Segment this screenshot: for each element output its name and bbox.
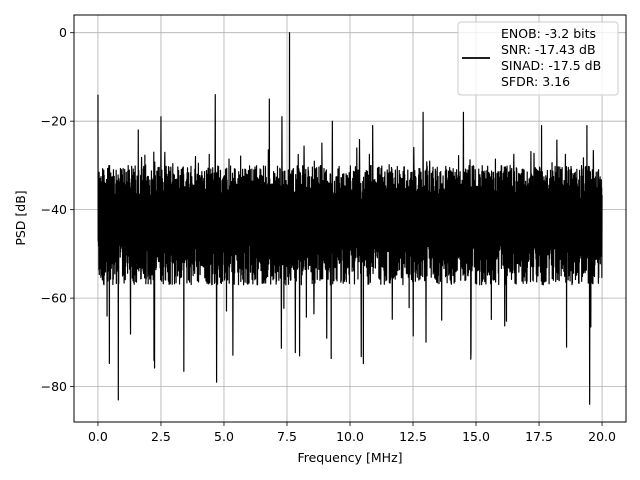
- x-tick-label: 7.5: [277, 429, 297, 444]
- y-tick-label: −80: [41, 379, 67, 394]
- legend-entry-enob: ENOB: -3.2 bits: [501, 26, 596, 41]
- x-tick-label: 5.0: [214, 429, 234, 444]
- data-layer: [97, 32, 603, 405]
- legend-entry-snr: SNR: -17.43 dB: [501, 42, 596, 57]
- x-tick-label: 20.0: [588, 429, 616, 444]
- x-tick-label: 0.0: [88, 429, 108, 444]
- legend-box: [457, 21, 619, 96]
- x-tick-label: 17.5: [525, 429, 553, 444]
- x-tick-label: 2.5: [151, 429, 171, 444]
- y-tick-label: −40: [41, 202, 67, 217]
- y-axis-label: PSD [dB]: [13, 190, 28, 245]
- x-tick-label: 12.5: [399, 429, 427, 444]
- legend-entry-sinad: SINAD: -17.5 dB: [501, 58, 601, 73]
- psd-series-line: [97, 32, 603, 405]
- y-tick-label: 0: [59, 25, 67, 40]
- ticks: 0.0 2.5 5.0 7.5 10.0 12.5 15.0 17.5 20.0 0 −20 −40 −…: [41, 25, 616, 444]
- y-tick-label: −60: [41, 291, 67, 306]
- y-tick-label: −20: [41, 114, 67, 129]
- x-tick-label: 15.0: [462, 429, 490, 444]
- x-axis-label: Frequency [MHz]: [297, 450, 402, 465]
- x-tick-label: 10.0: [336, 429, 364, 444]
- legend: ENOB: -3.2 bits SNR: -17.43 dB SINAD: -1…: [457, 21, 619, 96]
- legend-entry-sfdr: SFDR: 3.16: [501, 74, 570, 89]
